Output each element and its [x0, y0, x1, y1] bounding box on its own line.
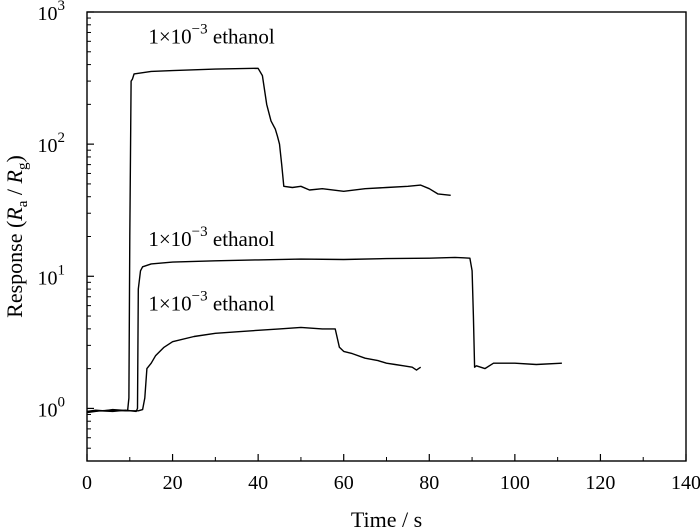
- x-axis-title: Time / s: [351, 507, 422, 532]
- tick-labels-layer: 0 20 40 60 80 100 120 140 100 101 102 103: [38, 0, 700, 494]
- x-tick-label-0: 0: [82, 472, 92, 494]
- y-tick-label-2: 102: [38, 130, 66, 157]
- annotation-3: 1×10−3 ethanol: [148, 289, 275, 316]
- y-axis-title: Response (Ra / Rg): [2, 155, 31, 318]
- x-tick-label-4: 80: [419, 472, 439, 494]
- x-tick-label-3: 60: [334, 472, 354, 494]
- series-line-2: [86, 256, 562, 414]
- annotation-2: 1×10−3 ethanol: [148, 224, 275, 251]
- y-tick-label-0: 100: [38, 394, 66, 421]
- x-tick-label-6: 120: [585, 472, 615, 494]
- series-line-3: [86, 326, 422, 413]
- series-line-1: [86, 67, 451, 413]
- annotation-1: 1×10−3 ethanol: [148, 21, 275, 48]
- annotations-layer: 1×10−3 ethanol 1×10−3 ethanol 1×10−3 ethan…: [148, 21, 275, 315]
- x-tick-label-5: 100: [500, 472, 530, 494]
- y-tick-label-1: 101: [38, 262, 66, 289]
- x-tick-label-7: 140: [671, 472, 700, 494]
- x-tick-label-1: 20: [163, 472, 183, 494]
- ticks-layer: [86, 11, 687, 462]
- curves-layer: [86, 67, 562, 414]
- x-tick-label-2: 40: [248, 472, 268, 494]
- y-tick-label-3: 103: [38, 0, 66, 25]
